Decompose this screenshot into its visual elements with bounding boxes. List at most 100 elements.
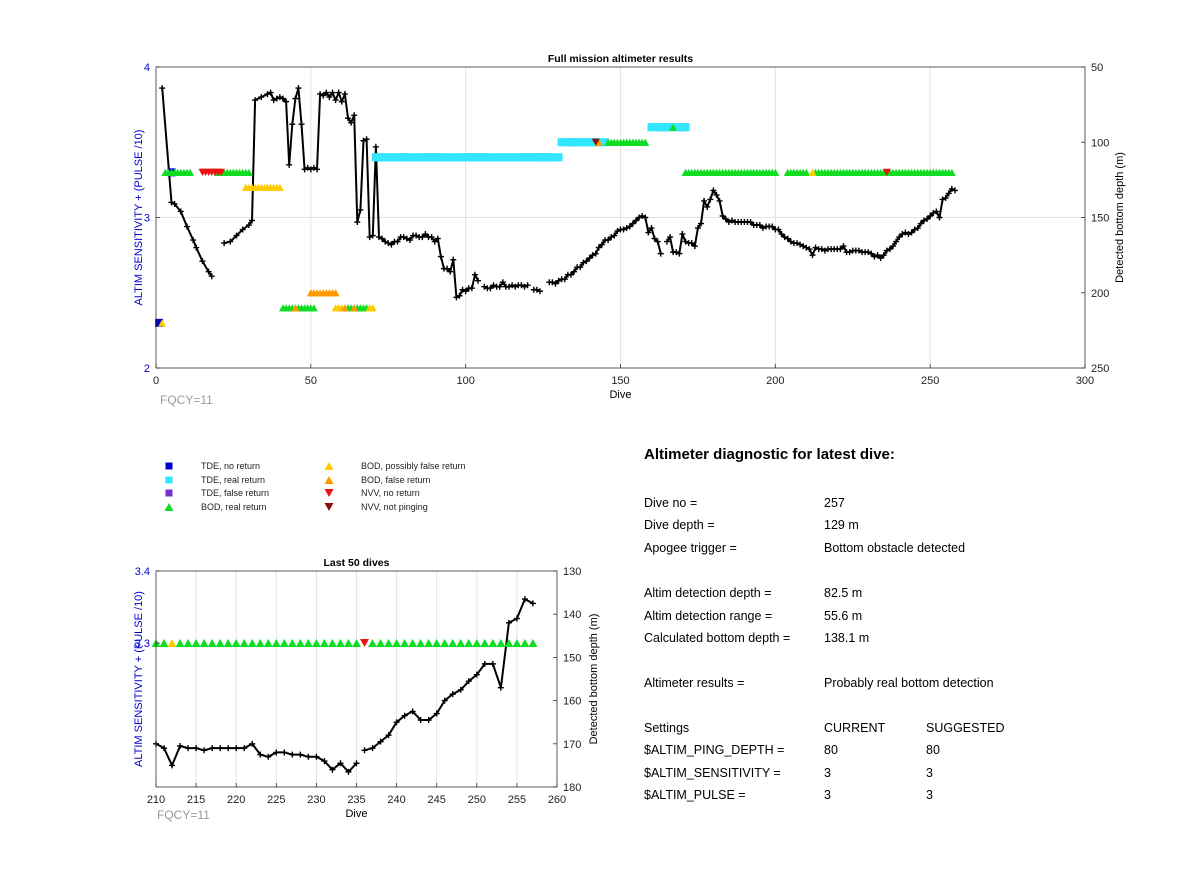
last50-depth-point	[377, 738, 384, 745]
main-depth-point	[267, 89, 274, 96]
main-depth-point	[335, 89, 342, 96]
last50-marker-bod-real-return	[480, 638, 490, 648]
last50-marker-bod-real-return	[520, 638, 530, 648]
main-depth-point	[586, 255, 593, 262]
last50-marker-bod-real-return	[488, 638, 498, 648]
last50-depth-point	[393, 719, 400, 726]
main-depth-point	[555, 277, 562, 284]
main-depth-point	[354, 219, 361, 226]
main-depth-point	[632, 217, 639, 224]
main-marker-tde-real-return	[681, 123, 690, 132]
last50-depth-point	[513, 615, 520, 622]
main-marker-bod-real-return	[641, 138, 650, 146]
main-depth-point	[360, 137, 367, 144]
main-y-left-label: ALTIM SENSITIVITY + (PULSE /10)	[133, 130, 145, 306]
last50-depth-point	[289, 751, 296, 758]
main-depth-point	[369, 232, 376, 239]
main-depth-point	[320, 92, 327, 99]
main-depth-point	[908, 229, 915, 236]
diag-value: Bottom obstacle detected	[824, 541, 966, 555]
main-depth-point	[663, 238, 670, 245]
main-depth-point	[933, 208, 940, 215]
last50-marker-bod-real-return	[343, 638, 353, 648]
last50-marker-bod-real-return	[231, 638, 241, 648]
main-depth-point	[800, 243, 807, 250]
main-depth-point	[286, 161, 293, 168]
main-depth-point	[388, 241, 395, 248]
last50-depth-point	[345, 768, 352, 775]
last50-depth-point	[305, 753, 312, 760]
last50-depth-point	[433, 710, 440, 717]
main-depth-point	[787, 238, 794, 245]
last50-marker-bod-real-return	[159, 638, 169, 648]
legend-marker-bod-false-return	[324, 475, 334, 485]
main-marker-bod-false-return	[350, 304, 359, 312]
setting-current: 80	[824, 743, 838, 757]
last50-marker-bod-real-return	[223, 638, 233, 648]
main-depth-point	[400, 234, 407, 241]
last50-marker-bod-real-return	[528, 638, 538, 648]
last50-marker-bod-real-return	[207, 638, 217, 648]
main-marker-bod-real-return	[186, 168, 195, 176]
main-depth-point	[496, 283, 503, 290]
main-marker-nvv-no-return	[217, 168, 226, 176]
main-depth-point	[567, 271, 574, 278]
last50-depth-point	[417, 717, 424, 724]
setting-suggested: 3	[926, 788, 933, 802]
main-depth-point	[682, 238, 689, 245]
main-depth-point	[338, 98, 345, 105]
main-depth-point	[920, 217, 927, 224]
last50-x-tick-label: 255	[508, 794, 526, 806]
main-depth-point	[725, 219, 732, 226]
main-depth-point	[509, 282, 516, 289]
last50-y-right-tick-label: 180	[563, 782, 581, 794]
main-depth-point	[651, 235, 658, 242]
legend-marker-nvv-no-return	[324, 488, 334, 498]
main-depth-point	[227, 238, 234, 245]
legend-label-tde-false-return: TDE, false return	[201, 488, 269, 498]
diag-label: Altim detection depth =	[644, 586, 772, 600]
last50-y-right-label: Detected bottom depth (m)	[588, 614, 600, 745]
main-marker-bod-real-return	[669, 123, 678, 131]
main-depth-point	[728, 217, 735, 224]
main-depth-point	[462, 288, 469, 295]
last50-depth-point	[217, 745, 224, 752]
last50-marker-bod-real-return	[255, 638, 265, 648]
main-depth-point	[837, 246, 844, 253]
main-depth-point	[623, 225, 630, 232]
last50-x-tick-label: 260	[548, 794, 566, 806]
last50-x-tick-label: 230	[307, 794, 325, 806]
legend-label-bod-real-return: BOD, real return	[201, 502, 267, 512]
legend-marker-tde-real-return	[165, 476, 173, 484]
main-depth-point	[914, 225, 921, 232]
last50-depth-point	[361, 747, 368, 754]
main-depth-point	[713, 191, 720, 198]
main-depth-point	[797, 241, 804, 248]
main-x-tick-label: 300	[1076, 375, 1094, 387]
last50-depth-point	[177, 742, 184, 749]
main-depth-point	[506, 283, 513, 290]
main-depth-point	[701, 197, 708, 204]
setting-suggested: 80	[926, 743, 940, 757]
main-depth-point	[629, 220, 636, 227]
main-depth-point	[233, 232, 240, 239]
last50-y-right-tick-label: 130	[563, 566, 581, 578]
legend-marker-tde-no-return	[165, 462, 173, 470]
main-depth-point	[698, 220, 705, 227]
main-marker-tde-real-return	[601, 138, 610, 147]
last50-depth-point	[465, 678, 472, 685]
main-depth-point	[930, 209, 937, 216]
main-depth-point	[292, 95, 299, 102]
main-depth-point	[803, 244, 810, 251]
main-depth-point	[571, 268, 578, 275]
main-depth-point	[168, 199, 175, 206]
main-depth-point	[273, 95, 280, 102]
main-marker-nvv-no-return	[882, 168, 891, 176]
legend-label-tde-no-return: TDE, no return	[201, 461, 260, 471]
main-depth-point	[444, 265, 451, 272]
main-marker-bod-possibly-false-return	[158, 319, 167, 327]
last50-fqcy-annotation: FQCY=11	[157, 808, 210, 822]
main-depth-point	[298, 121, 305, 128]
main-marker-bod-possibly-false-return	[275, 183, 284, 191]
last50-depth-point	[297, 751, 304, 758]
